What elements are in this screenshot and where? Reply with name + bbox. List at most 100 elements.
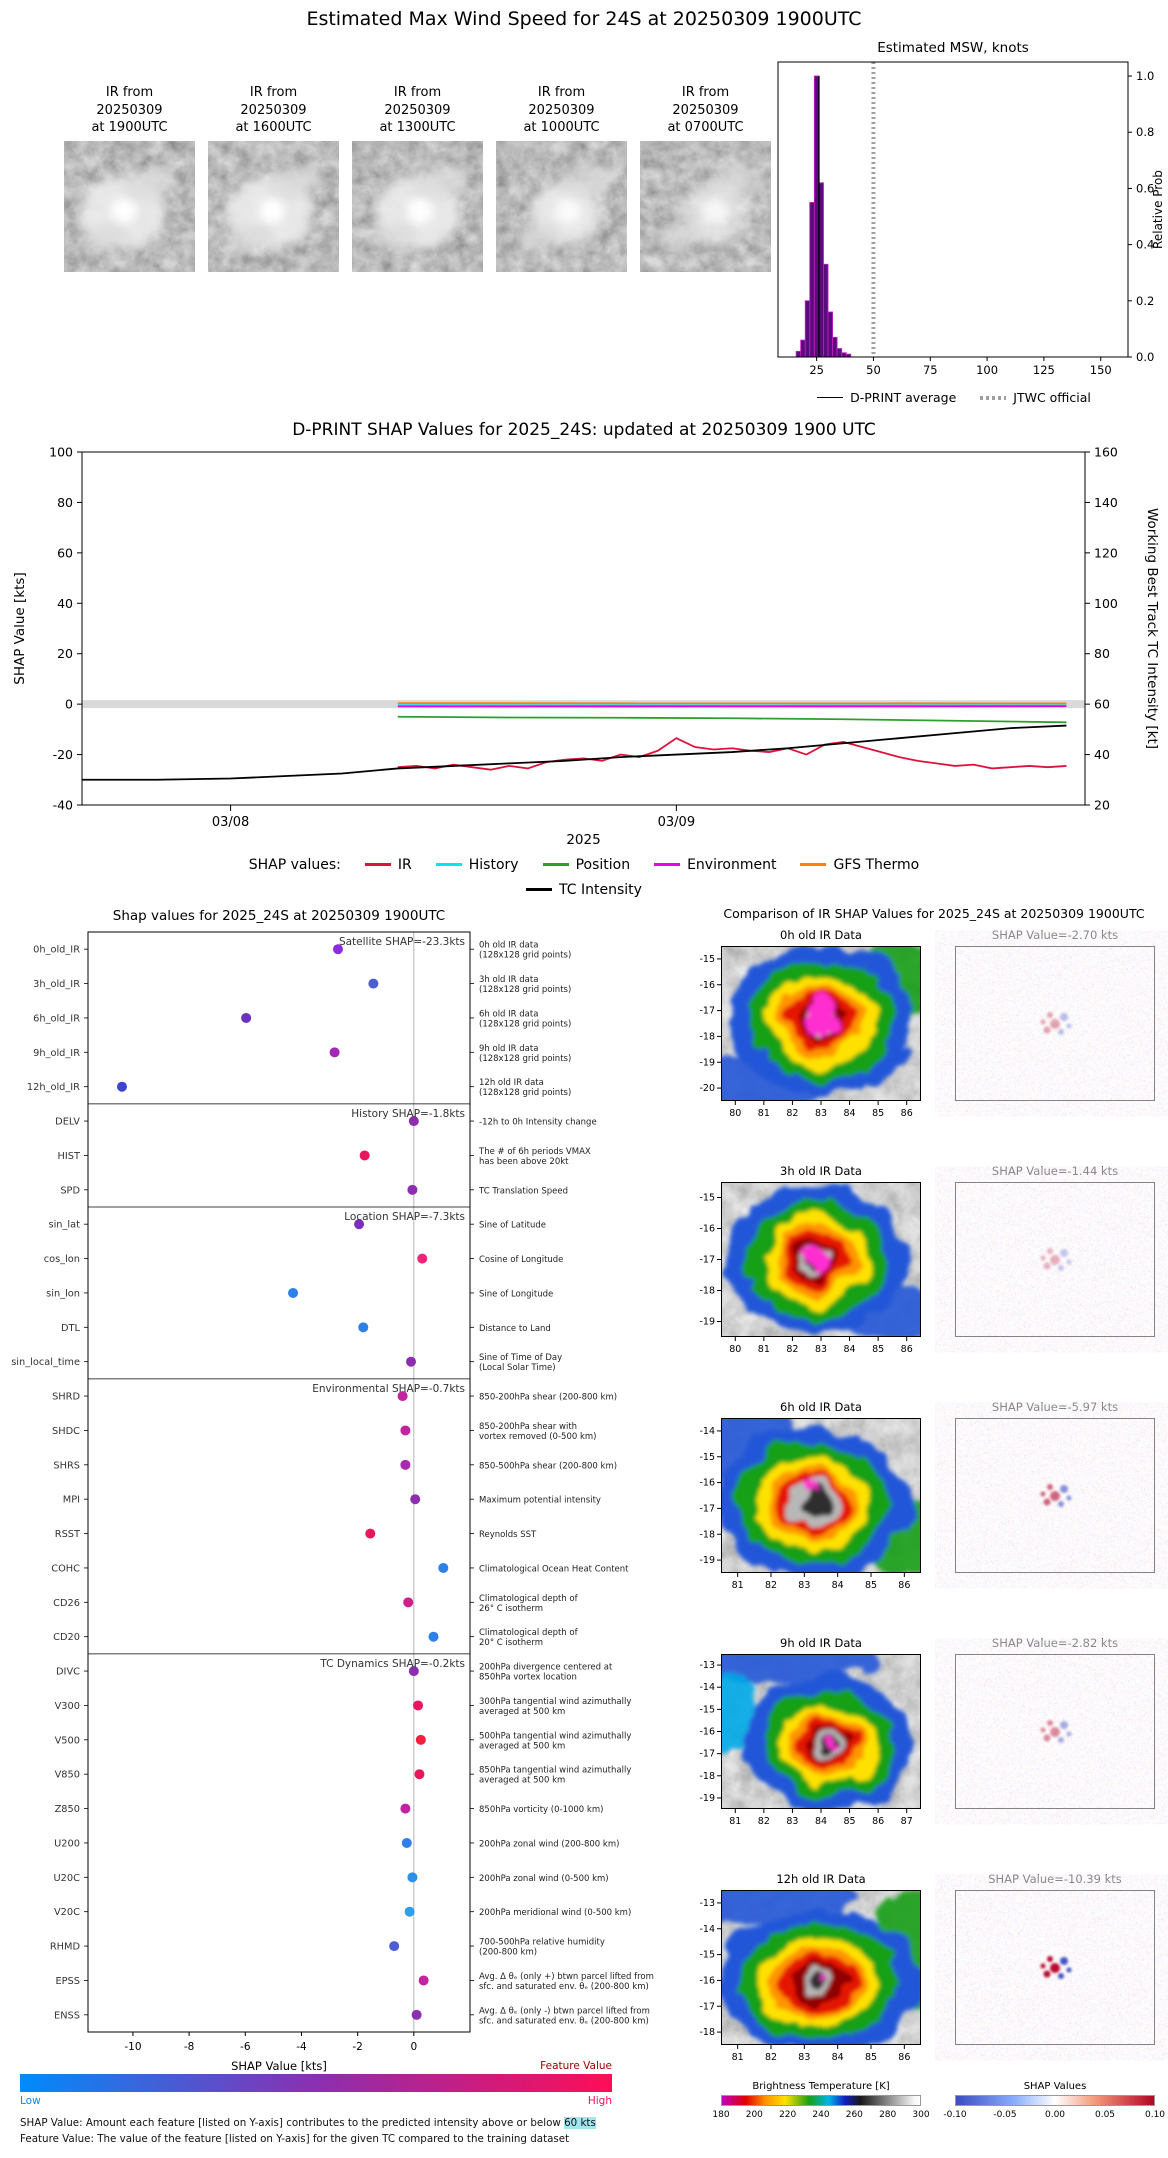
legend-line-sample	[526, 888, 553, 891]
shap-dot-DELV	[408, 1116, 419, 1127]
ir-thumbnail-image	[208, 140, 339, 272]
text-label: V300	[55, 1701, 80, 1712]
text-label: 12h_old_IR	[27, 1082, 80, 1093]
text-label: 60	[57, 545, 73, 560]
shap-colorbar-label: SHAP Values	[1023, 2081, 1087, 2092]
text-label: -14	[700, 1682, 715, 1693]
shap-dot-RSST	[365, 1528, 376, 1539]
shap-timeseries-chart: 100 80 60 40 20 0 -20 -40 160 140 120 100 80 60 40 20 03…	[12, 445, 1160, 849]
solid-line-sample	[817, 397, 844, 398]
text-label: -19	[700, 1317, 715, 1328]
shap-dot-SHRD	[397, 1391, 408, 1402]
shap-dot-cos_lon	[417, 1253, 428, 1264]
text-label: RHMD	[50, 1942, 80, 1953]
text-label: 850-200hPa shear (200-800 km)	[479, 1393, 617, 1403]
text-label: 100	[49, 445, 73, 460]
text-label: -40	[53, 798, 73, 813]
text-label: Relative Prob	[1151, 170, 1165, 249]
shap-dot-0h_old_IR	[332, 944, 343, 955]
text-label: sfc. and saturated env. θₑ (200-800 km)	[479, 1982, 649, 1992]
shap-image	[955, 946, 1155, 1101]
histogram-bar	[836, 348, 843, 358]
shap-dot-SPD	[407, 1184, 418, 1195]
text-label: SHAP Value=-1.44 kts	[992, 1164, 1118, 1178]
text-label: 75	[923, 363, 938, 377]
text-label: TC Translation Speed	[478, 1186, 568, 1196]
shap-dot-RHMD	[389, 1941, 400, 1952]
text-label: 82	[765, 1580, 777, 1591]
text-label: Climatological depth of	[479, 1628, 579, 1638]
text-label: 80	[57, 495, 73, 510]
text-label: 83	[798, 2052, 810, 2063]
brightness-tick: 220	[779, 2110, 797, 2120]
text-label: 700-500hPa relative humidity	[479, 1938, 605, 1948]
text-label: Avg. Δ θₑ (only -) btwn parcel lifted fr…	[479, 2006, 650, 2016]
text-label: 1.0	[1136, 69, 1154, 83]
text-label: 85	[865, 1580, 877, 1591]
text-label: 0.0	[1136, 350, 1154, 364]
ir-image	[721, 1890, 921, 2045]
text-label: 850hPa tangential wind azimuthally	[479, 1766, 631, 1776]
shap-dot-COHC	[438, 1562, 449, 1573]
text-label: 80	[729, 1108, 741, 1119]
text-label: -19	[700, 1555, 715, 1566]
shap-footnote-highlight: 60 kts	[564, 2117, 596, 2129]
shap-tick: 0.10	[1144, 2110, 1166, 2120]
legend-position: Position	[542, 856, 631, 873]
series-tc-intensity	[82, 724, 1067, 781]
text-label: 83	[798, 1580, 810, 1591]
text-label: SHRS	[53, 1460, 80, 1471]
text-label: -12h to 0h Intensity change	[479, 1118, 597, 1128]
text-label: 84	[815, 1816, 827, 1827]
legend-label: GFS Thermo	[833, 856, 920, 873]
shap-footnote-text: SHAP Value: Amount each feature [listed …	[20, 2117, 565, 2129]
comparison-row: 3h old IR Data SHAP Value=-1.44 kts -15 -16…	[700, 1164, 1155, 1355]
shap-dot-9h_old_IR	[329, 1047, 340, 1058]
text-label: 850hPa vorticity (0-1000 km)	[479, 1805, 603, 1815]
text-label: 0h old IR Data	[780, 928, 862, 942]
ir-thumbnail-label: IR from 20250309 at 1300UTC	[379, 85, 456, 136]
text-label: 50	[866, 363, 881, 377]
text-label: -2	[352, 2041, 362, 2053]
ir-thumbnail: IR from 20250309 at 0700UTC	[640, 84, 771, 272]
shap-dot-CD26	[403, 1597, 414, 1608]
legend-dprint-average: D-PRINT average	[817, 390, 956, 405]
comparison-row: 12h old IR Data SHAP Value=-10.39 kts -13 -…	[700, 1872, 1155, 2063]
text-label: 850hPa vortex location	[479, 1673, 577, 1683]
histogram-legend: D-PRINT average JTWC official	[740, 390, 1168, 405]
text-label: U20C	[54, 1873, 81, 1884]
text-label: -18	[700, 1286, 715, 1297]
text-label: 81	[758, 1108, 770, 1119]
text-label: SHAP Value [kts]	[12, 572, 28, 684]
text-label: 6h old IR data	[479, 1009, 538, 1019]
legend-label: Environment	[687, 856, 777, 873]
histogram-bar	[800, 339, 806, 358]
timeseries-title: D-PRINT SHAP Values for 2025_24S: update…	[292, 420, 876, 440]
shap-colorbar	[955, 2095, 1155, 2106]
text-label: 20	[1094, 798, 1110, 813]
shap-dot-U20C	[407, 1872, 418, 1883]
text-label: 0	[410, 2041, 417, 2053]
text-label: -17	[700, 1503, 715, 1514]
text-label: 26° C isotherm	[479, 1604, 543, 1614]
text-label: 81	[732, 1580, 744, 1591]
text-label: 82	[765, 2052, 777, 2063]
text-label: -16	[700, 1224, 715, 1235]
ir-thumbnail: IR from 20250309 at 1000UTC	[496, 84, 627, 272]
shap-dotplot-chart: 0h_old_IR 0h old IR data(128x128 grid poi…	[11, 931, 654, 2073]
legend-environment: Environment	[654, 857, 776, 873]
text-label: vortex removed (0-500 km)	[479, 1432, 596, 1442]
legend-line-sample	[435, 863, 462, 866]
text-label: Reynolds SST	[479, 1530, 537, 1540]
brightness-colorbar-ticks: 180 200 220 240 260 280 300	[712, 2110, 929, 2122]
text-label: 0.6	[1136, 181, 1154, 195]
legend-label: Position	[575, 856, 631, 873]
text-label: 85	[872, 1344, 884, 1355]
shap-dot-SHDC	[400, 1425, 411, 1436]
text-label: SHAP Value=-2.70 kts	[992, 928, 1118, 942]
shap-dot-3h_old_IR	[368, 978, 379, 989]
text-label: 2025	[566, 832, 600, 848]
text-label: 84	[844, 1344, 856, 1355]
text-label: 82	[786, 1108, 798, 1119]
